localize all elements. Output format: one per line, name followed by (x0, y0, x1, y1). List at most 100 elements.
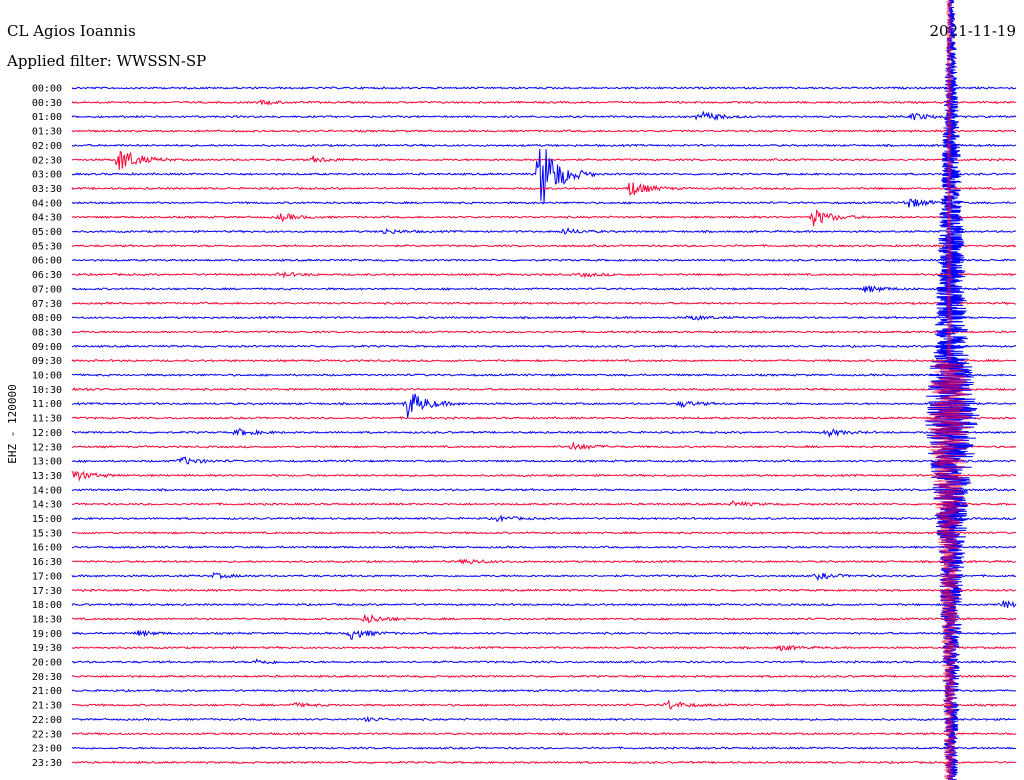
trace-row-2000 (71, 658, 1017, 665)
row-tick-label: 04:30 (32, 213, 62, 224)
row-tick-label: 13:30 (32, 471, 62, 482)
row-tick-label: 05:00 (32, 227, 62, 238)
trace-row-0900 (72, 344, 1017, 349)
row-tick-label: 06:00 (32, 256, 62, 267)
trace-row-2130 (71, 699, 1017, 710)
row-tick-label: 21:00 (32, 686, 62, 697)
row-tick-label: 13:00 (32, 457, 62, 468)
trace-row-0530 (71, 243, 1017, 248)
mainshock-trace (924, 0, 980, 780)
row-tick-label: 04:00 (32, 198, 62, 209)
row-tick-label: 08:00 (32, 313, 62, 324)
row-tick-label: 10:00 (32, 371, 62, 382)
trace-row-1430 (71, 500, 1017, 507)
row-tick-label: 12:00 (32, 428, 62, 439)
trace-row-2100 (71, 688, 1017, 693)
row-tick-label: 09:00 (32, 342, 62, 353)
trace-row-1200 (71, 427, 1017, 438)
trace-row-0200 (71, 143, 1017, 148)
trace-row-2300 (71, 746, 1016, 750)
trace-row-1400 (71, 487, 1017, 492)
trace-row-1700 (71, 572, 1017, 582)
trace-row-1230 (71, 441, 1017, 451)
row-tick-label: 15:00 (32, 514, 62, 525)
row-tick-label: 19:00 (32, 629, 62, 640)
row-tick-label: 19:30 (32, 643, 62, 654)
row-tick-label: 17:30 (32, 586, 62, 597)
trace-row-0000 (71, 85, 1017, 90)
trace-row-1800 (71, 600, 1017, 609)
row-tick-label: 21:30 (32, 701, 62, 712)
station-title: CL Agios Ioannis (7, 22, 136, 40)
trace-row-0600 (71, 258, 1017, 263)
row-tick-label: 07:00 (32, 284, 62, 295)
trace-row-1100 (71, 393, 1017, 418)
mainshock-red-band (926, 0, 973, 780)
trace-row-0800 (71, 314, 1017, 321)
y-axis-label: EHZ - 120000 (6, 384, 19, 463)
trace-row-2230 (71, 731, 1017, 736)
row-tick-label: 06:30 (32, 270, 62, 281)
trace-row-1930 (71, 644, 1017, 652)
trace-row-1730 (71, 588, 1016, 593)
trace-row-2330 (71, 760, 1017, 765)
row-tick-label: 01:30 (32, 127, 62, 138)
row-tick-label: 18:30 (32, 614, 62, 625)
trace-row-1130 (71, 416, 1017, 420)
trace-row-0700 (71, 285, 1017, 293)
row-tick-label: 18:00 (32, 600, 62, 611)
row-tick-label: 23:00 (32, 744, 62, 755)
row-tick-label: 02:00 (32, 141, 62, 152)
row-tick-label: 16:30 (32, 557, 62, 568)
trace-row-1300 (71, 456, 1017, 465)
row-tick-label: 15:30 (32, 528, 62, 539)
trace-row-2030 (71, 674, 1017, 679)
row-tick-label: 20:00 (32, 658, 62, 669)
row-tick-label: 11:00 (32, 399, 62, 410)
tick-label-group: 00:00 00:30 01:00 01:30 02:00 02:30 03:00 03:30… (32, 84, 62, 769)
row-tick-label: 22:00 (32, 715, 62, 726)
trace-group (71, 0, 1017, 780)
trace-row-1030 (71, 386, 1017, 392)
row-tick-label: 17:00 (32, 571, 62, 582)
row-tick-label: 23:30 (32, 758, 62, 769)
trace-row-0230 (71, 150, 1017, 170)
row-tick-label: 07:30 (32, 299, 62, 310)
row-tick-label: 22:30 (32, 729, 62, 740)
trace-row-0930 (71, 358, 1017, 363)
trace-row-0330 (71, 182, 1016, 197)
trace-row-1000 (71, 373, 1016, 377)
row-tick-label: 03:00 (32, 170, 62, 181)
row-tick-label: 20:30 (32, 672, 62, 683)
row-tick-label: 14:30 (32, 500, 62, 511)
trace-row-0630 (71, 270, 1016, 279)
row-tick-label: 00:00 (32, 84, 62, 95)
trace-row-1530 (71, 530, 1017, 535)
trace-row-0130 (71, 129, 1017, 133)
row-tick-label: 03:30 (32, 184, 62, 195)
row-tick-label: 10:30 (32, 385, 62, 396)
trace-row-0830 (71, 329, 1017, 334)
row-tick-label: 02:30 (32, 155, 62, 166)
row-tick-label: 01:00 (32, 112, 62, 123)
row-tick-label: 08:30 (32, 327, 62, 338)
trace-row-0730 (71, 301, 1017, 306)
trace-row-0500 (71, 226, 1017, 236)
trace-row-0430 (71, 209, 1017, 227)
row-tick-label: 11:30 (32, 414, 62, 425)
row-tick-label: 05:30 (32, 241, 62, 252)
row-tick-label: 16:00 (32, 543, 62, 554)
trace-row-1630 (71, 558, 1016, 566)
trace-row-1900 (71, 629, 1017, 640)
row-tick-label: 14:00 (32, 485, 62, 496)
trace-row-0400 (71, 198, 1017, 208)
date-label: 2021-11-19 (930, 22, 1016, 40)
trace-row-1830 (71, 613, 1017, 624)
trace-row-1600 (71, 545, 1017, 550)
trace-row-0030 (71, 99, 1017, 106)
trace-row-0100 (71, 110, 1017, 122)
trace-row-1500 (71, 514, 1017, 523)
row-tick-label: 12:30 (32, 442, 62, 453)
row-tick-label: 09:30 (32, 356, 62, 367)
